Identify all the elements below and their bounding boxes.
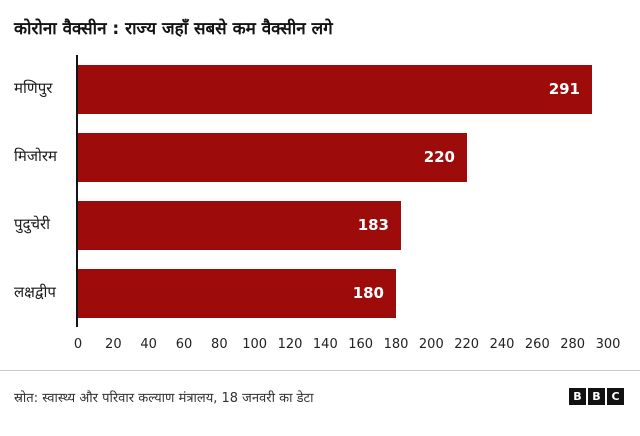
chart-title: कोरोना वैक्सीन : राज्य जहाँ सबसे कम वैक्… xyxy=(14,19,333,39)
x-axis-tick-label: 260 xyxy=(524,337,550,352)
x-axis-tick-label: 60 xyxy=(175,337,193,352)
bar-row: मणिपुर 291 xyxy=(14,55,624,123)
bar-row: मिजोरम 220 xyxy=(14,123,624,191)
bar-rows: मणिपुर 291 मिजोरम 220 पुदुचेरी 183 लक्षद… xyxy=(14,55,624,327)
x-axis-tick-label: 160 xyxy=(348,337,374,352)
bar: 220 xyxy=(78,132,467,182)
bar: 183 xyxy=(78,200,401,250)
x-axis-ticks: 0 20 40 60 80 100 120 140 160 180 200 220 240 260 280 3… xyxy=(74,337,621,359)
x-axis-tick-label: 40 xyxy=(140,337,157,352)
bar-value-label: 183 xyxy=(357,216,389,234)
bar-track: 220 xyxy=(76,123,608,191)
y-axis-label: मिजोरम xyxy=(14,147,57,166)
source-note: स्रोत: स्वास्थ्य और परिवार कल्याण मंत्रा… xyxy=(14,390,314,406)
bbc-logo-icon: B B C xyxy=(569,388,624,405)
x-axis-tick-label: 120 xyxy=(277,337,303,352)
y-axis-label: मणिपुर xyxy=(14,79,53,98)
bar-track: 180 xyxy=(76,259,608,327)
bar-row: लक्षद्वीप 180 xyxy=(14,259,624,327)
bbc-logo-letter: B xyxy=(569,388,586,405)
bar: 180 xyxy=(78,268,396,318)
x-axis-tick-label: 80 xyxy=(211,337,228,352)
bar-value-label: 291 xyxy=(548,80,580,98)
chart-container: कोरोना वैक्सीन : राज्य जहाँ सबसे कम वैक्… xyxy=(14,19,624,359)
x-axis-tick-label: 140 xyxy=(312,337,338,352)
x-axis-tick-label: 220 xyxy=(454,337,480,352)
y-axis-label: पुदुचेरी xyxy=(14,215,51,234)
x-axis-tick-label: 300 xyxy=(595,337,621,352)
bbc-logo-letter: C xyxy=(607,388,624,405)
bbc-logo-letter: B xyxy=(588,388,605,405)
x-axis-tick-label: 100 xyxy=(242,337,268,352)
bar-chart: मणिपुर 291 मिजोरम 220 पुदुचेरी 183 लक्षद… xyxy=(14,55,624,359)
x-axis-tick-label: 0 xyxy=(73,337,83,352)
x-axis-tick-label: 180 xyxy=(383,337,409,352)
x-axis-tick-label: 200 xyxy=(418,337,444,352)
x-axis-tick-label: 20 xyxy=(105,337,122,352)
bar-value-label: 220 xyxy=(423,148,455,166)
bar-value-label: 180 xyxy=(352,284,384,302)
bar-track: 183 xyxy=(76,191,608,259)
y-axis-label: लक्षद्वीप xyxy=(14,283,56,302)
bar-track: 291 xyxy=(76,55,608,123)
bar: 291 xyxy=(78,64,592,114)
footer: स्रोत: स्वास्थ्य और परिवार कल्याण मंत्रा… xyxy=(0,370,640,436)
x-axis-tick-label: 240 xyxy=(489,337,515,352)
x-axis-tick-label: 280 xyxy=(560,337,586,352)
bar-row: पुदुचेरी 183 xyxy=(14,191,624,259)
